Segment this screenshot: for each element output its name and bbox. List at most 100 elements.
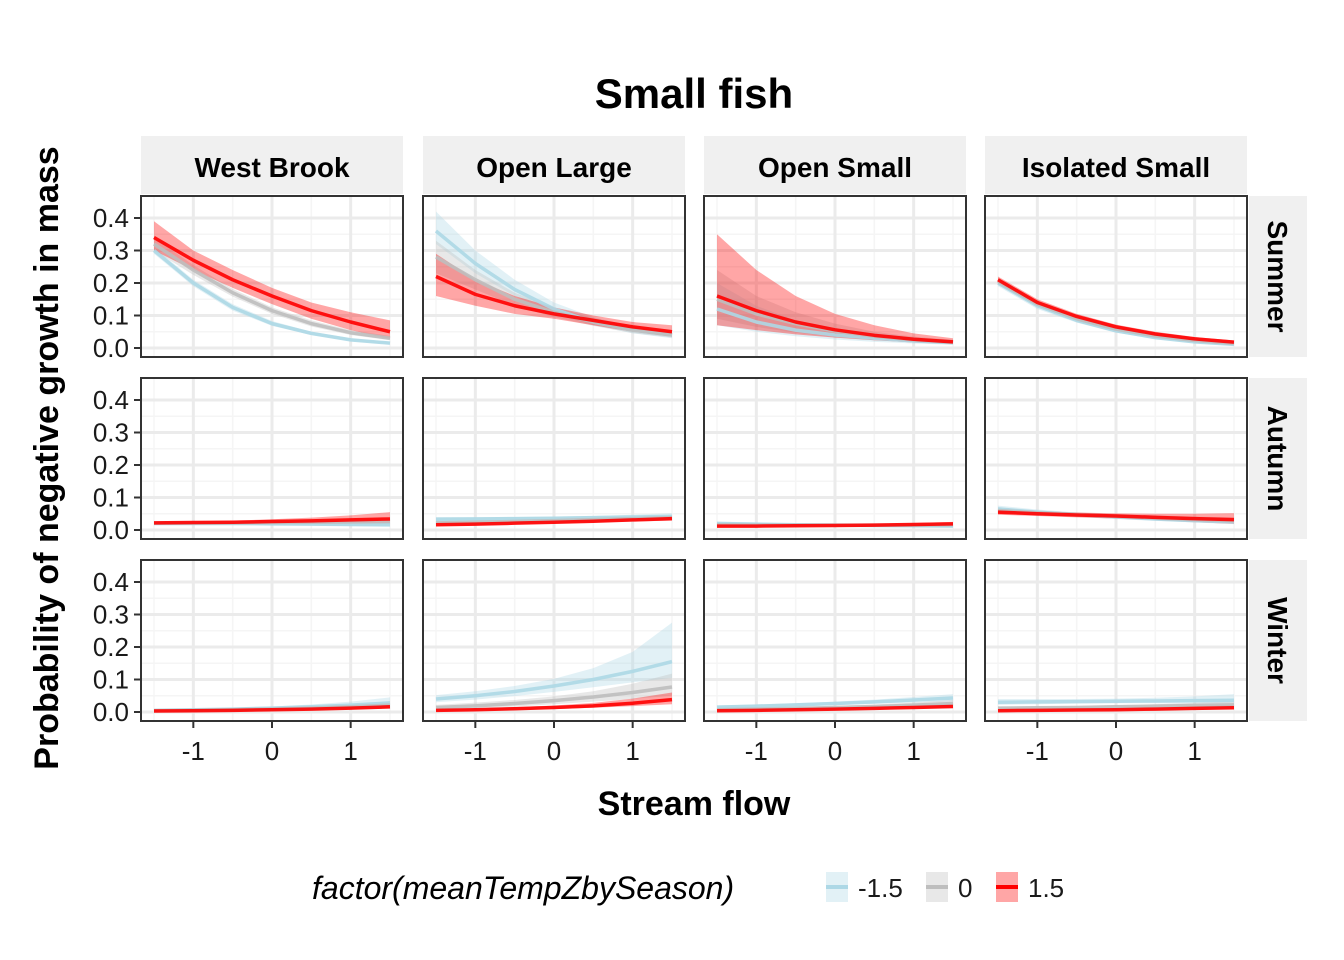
panel-data <box>153 512 391 527</box>
strip-label-winter: Winter <box>1262 597 1293 684</box>
panel-data <box>716 694 954 713</box>
panel-data <box>716 521 954 528</box>
y-tick-label: 0.0 <box>93 333 129 363</box>
line-temp-1-5 <box>997 278 1235 344</box>
x-tick-label: 0 <box>828 736 842 766</box>
y-tick-label: 0.4 <box>93 203 129 233</box>
line-temp-1-5 <box>717 522 954 528</box>
strip-label-open-small: Open Small <box>758 152 912 183</box>
panel-winter-isolated-small: -1 0 1 <box>984 559 1248 766</box>
line-temp-1-5 <box>716 294 954 344</box>
panel-winter-west-brook: 0.00.10.20.30.4 -1 0 1 <box>93 559 404 766</box>
x-tick-label: 0 <box>1109 736 1123 766</box>
panel-winter-open-small: -1 0 1 <box>703 559 967 766</box>
y-tick-label: 0.3 <box>93 418 129 448</box>
legend-label-0: 0 <box>958 873 972 903</box>
ribbon-temp-1-5 <box>717 283 953 345</box>
strip-open-small <box>704 136 966 194</box>
panel-border <box>703 195 967 358</box>
y-tick-label: 0.2 <box>93 450 129 480</box>
line-temp-1-5 <box>435 274 673 334</box>
y-tick-label: 0.4 <box>93 385 129 415</box>
x-tick-label: 1 <box>343 736 357 766</box>
panel-border <box>422 195 686 358</box>
strip-autumn <box>1249 378 1307 539</box>
x-tick-label: 1 <box>625 736 639 766</box>
y-tick-label: 0.0 <box>93 697 129 727</box>
strip-open-large <box>423 136 685 194</box>
y-tick-label: 0.1 <box>93 301 129 331</box>
strip-west-brook <box>141 136 403 194</box>
x-tick-label: 0 <box>547 736 561 766</box>
panel-border <box>984 377 1248 540</box>
line-temp-1-5 <box>716 696 954 709</box>
x-tick-label: 0 <box>265 736 279 766</box>
ribbon-temp-0 <box>436 240 672 338</box>
x-tick-label: -1 <box>1026 736 1049 766</box>
line-temp-0 <box>435 685 673 710</box>
y-tick-label: 0.0 <box>93 515 129 545</box>
panel-border <box>703 377 967 540</box>
y-axis-title: Probability of negative growth in mass <box>28 146 66 769</box>
line-temp-1-5 <box>716 704 954 713</box>
panel-data <box>434 211 673 339</box>
panel-border <box>140 377 404 540</box>
line-temp-1-5 <box>153 517 391 525</box>
y-tick-label: 0.3 <box>93 236 129 266</box>
panel-autumn-isolated-small <box>984 377 1248 540</box>
facet-panels: West Brook Open Large Open Small Isolated S… <box>93 136 1307 766</box>
panel-summer-west-brook: 0.00.10.20.30.4 <box>93 195 404 363</box>
panel-summer-open-large <box>422 195 686 358</box>
x-tick-label: 1 <box>906 736 920 766</box>
strip-label-autumn: Autumn <box>1262 406 1293 512</box>
x-axis-title: Stream flow <box>598 785 791 823</box>
line-temp-1-5 <box>152 249 391 345</box>
line-temp-1-5 <box>153 235 391 334</box>
panel-data <box>435 622 673 713</box>
y-tick-label: 0.2 <box>93 632 129 662</box>
strip-label-west-brook: West Brook <box>194 152 349 183</box>
x-tick-label: -1 <box>464 736 487 766</box>
line-temp-1-5 <box>153 705 391 713</box>
line-temp-1-5 <box>997 510 1235 522</box>
strip-summer <box>1249 196 1307 357</box>
line-temp-1-5 <box>997 706 1235 713</box>
panel-autumn-west-brook: 0.00.10.20.30.4 <box>93 377 404 545</box>
line-temp-1-5 <box>997 698 1235 704</box>
panel-data <box>716 234 954 345</box>
x-tick-label: 1 <box>1187 736 1201 766</box>
panel-autumn-open-small <box>703 377 967 540</box>
panel-border <box>422 377 686 540</box>
legend-title: factor(meanTempZbySeason) <box>312 870 734 906</box>
panel-data <box>997 276 1235 347</box>
panel-data <box>997 694 1235 713</box>
strip-winter <box>1249 560 1307 721</box>
panel-summer-isolated-small <box>984 195 1248 358</box>
legend: factor(meanTempZbySeason) -1.5 0 1.5 <box>312 870 1064 906</box>
legend-label-1-5: -1.5 <box>858 873 903 903</box>
panel-data <box>435 513 673 527</box>
panel-data <box>997 505 1235 525</box>
chart-title: Small fish <box>595 70 793 117</box>
panel-data <box>152 221 391 345</box>
line-temp-0 <box>153 242 391 340</box>
y-tick-label: 0.4 <box>93 567 129 597</box>
strip-isolated-small <box>985 136 1247 194</box>
panel-autumn-open-large <box>422 377 686 540</box>
panel-border <box>984 195 1248 358</box>
x-tick-label: -1 <box>745 736 768 766</box>
ribbon-temp-1-5 <box>154 221 390 339</box>
panel-data <box>153 697 391 713</box>
line-temp-0 <box>997 703 1235 710</box>
strip-label-open-large: Open Large <box>476 152 632 183</box>
line-temp-1-5 <box>435 659 673 701</box>
y-tick-label: 0.1 <box>93 665 129 695</box>
line-temp-1-5 <box>435 516 673 527</box>
y-tick-label: 0.2 <box>93 268 129 298</box>
panel-summer-open-small <box>703 195 967 358</box>
ribbon-temp-1-5 <box>436 622 672 703</box>
ribbon-temp-1-5 <box>436 692 672 712</box>
strip-label-isolated-small: Isolated Small <box>1022 152 1210 183</box>
line-temp-1-5 <box>435 697 673 713</box>
